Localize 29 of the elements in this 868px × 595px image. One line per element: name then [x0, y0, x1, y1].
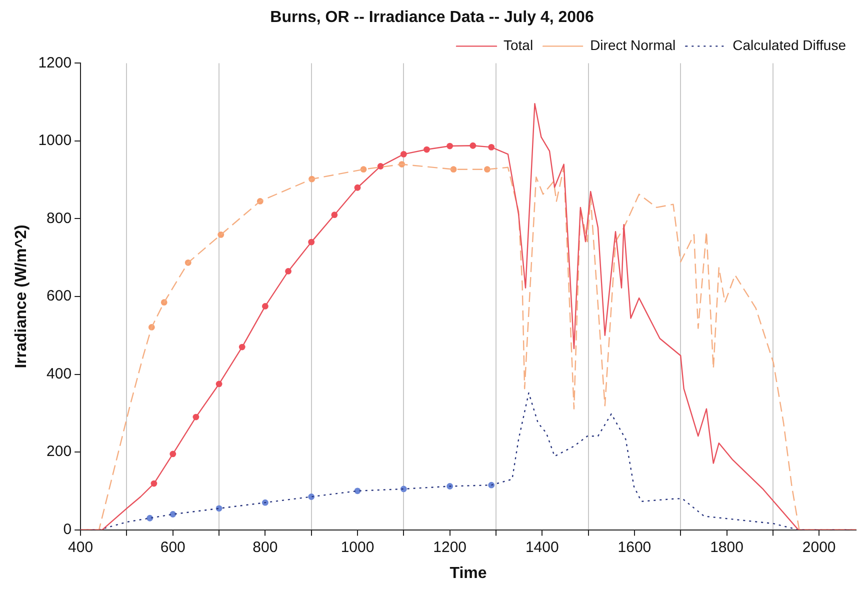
legend-label: Calculated Diffuse: [732, 37, 846, 54]
y-tick-label: 800: [46, 210, 72, 227]
x-tick-label: 1800: [710, 538, 744, 556]
x-tick-label: 1200: [433, 538, 467, 556]
y-axis-title: Irradiance (W/m^2): [13, 224, 30, 368]
chart-title: Burns, OR -- Irradiance Data -- July 4, 2006: [270, 9, 594, 26]
point: [400, 486, 407, 492]
y-tick-label: 600: [46, 288, 72, 305]
x-tick-label: 600: [160, 538, 186, 556]
point: [262, 499, 268, 506]
y-tick-label: 1200: [38, 54, 72, 72]
y-tick-label: 0: [63, 520, 72, 538]
x-tick-label: 400: [68, 538, 94, 556]
x-tick-label: 2000: [802, 538, 836, 556]
point: [170, 511, 176, 518]
point: [488, 482, 495, 488]
x-tick-label: 1600: [618, 538, 652, 556]
legend-label: Direct Normal: [590, 37, 676, 54]
x-tick-label: 800: [252, 538, 278, 556]
x-tick-label: 1000: [340, 538, 374, 556]
legend-label: Total: [504, 37, 534, 54]
y-tick-label: 400: [46, 365, 72, 382]
x-axis-title: Time: [450, 564, 487, 582]
point: [146, 514, 154, 522]
point: [308, 494, 315, 500]
y-tick-label: 200: [46, 443, 72, 460]
x-tick-label: 1400: [525, 538, 559, 556]
y-tick-label: 1000: [38, 132, 72, 150]
point: [450, 166, 457, 173]
